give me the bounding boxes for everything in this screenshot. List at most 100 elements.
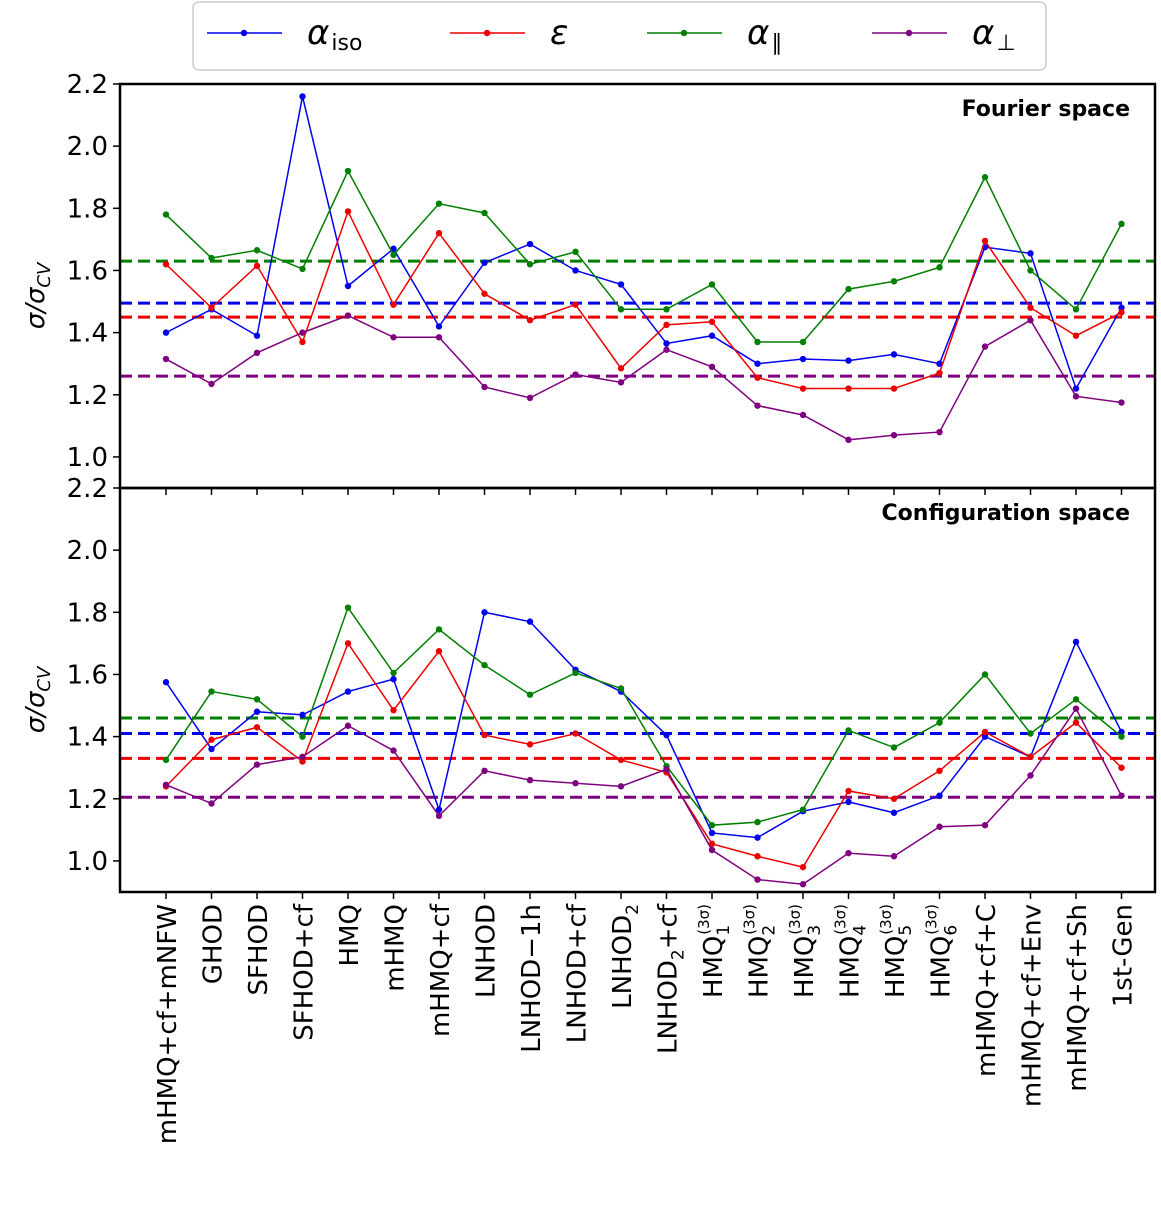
data-point-alpha_par [1118, 733, 1125, 740]
series-line-alpha_par [165, 169, 1123, 343]
data-point-epsilon [936, 369, 943, 377]
data-point-alpha_iso [162, 329, 170, 336]
x-tick-label: LNHOD2+cf [654, 903, 689, 1054]
data-point-alpha_perp [435, 334, 443, 341]
data-point-alpha_par [481, 209, 488, 217]
x-tick-labels: mHMQ+cf+mNFW GHOD SFHOD SFHOD+cf HMQ mHMQ mHMQ… [153, 903, 1139, 1144]
panel-2: 1.0 1.2 1.4 1.6 1.8 2.0 2.2 Configuration space… [21, 474, 1157, 899]
data-point-alpha_par [890, 278, 898, 285]
legend-entry-epsilon: ε [450, 13, 568, 53]
svg-text:LNHOD2: LNHOD2 [608, 904, 643, 1009]
data-point-epsilon [162, 261, 170, 268]
svg-text:mHMQ: mHMQ [381, 904, 411, 992]
data-point-epsilon [936, 767, 943, 774]
data-point-alpha_par [845, 285, 852, 293]
series-line-alpha_perp [165, 707, 1123, 886]
data-point-alpha_perp [481, 767, 488, 774]
data-point-alpha_perp [253, 349, 261, 357]
data-point-alpha_iso [981, 733, 989, 740]
y-tick-label: 1.2 [67, 785, 108, 815]
svg-text:LNHOD+cf: LNHOD+cf [563, 903, 593, 1043]
data-point-epsilon [1027, 753, 1034, 761]
data-point-alpha_perp [845, 849, 852, 857]
data-point-alpha_perp [663, 766, 670, 773]
data-point-alpha_perp [1118, 792, 1125, 799]
data-point-alpha_perp [481, 383, 488, 391]
data-point-epsilon [572, 730, 579, 737]
data-point-alpha_par [162, 211, 170, 218]
legend-label: α⊥ [972, 13, 1016, 56]
legend: αiso ε α∥ α⊥ [192, 1, 1047, 71]
data-point-alpha_par [162, 756, 170, 764]
x-tick-label: LNHOD+cf [563, 903, 593, 1043]
y-tick-label: 1.8 [67, 194, 108, 224]
data-point-alpha_iso [299, 711, 306, 719]
panel-title: Configuration space [882, 501, 1130, 526]
legend-entry-alpha_iso: αiso [207, 13, 362, 56]
data-point-epsilon [754, 853, 761, 860]
data-point-alpha_iso [526, 618, 534, 625]
data-point-alpha_iso [1072, 638, 1080, 646]
data-point-alpha_perp [526, 776, 534, 784]
svg-text:HMQ2(3σ): HMQ2(3σ) [741, 904, 780, 998]
data-point-alpha_par [390, 251, 397, 259]
data-point-alpha_par [253, 247, 261, 254]
data-point-alpha_par [1027, 267, 1034, 274]
x-tick-label: HMQ [335, 904, 365, 966]
data-point-epsilon [708, 840, 716, 848]
data-point-alpha_iso [390, 245, 397, 252]
data-point-alpha_iso [390, 675, 397, 683]
data-point-alpha_par [617, 685, 625, 692]
svg-text:HMQ5(3σ): HMQ5(3σ) [877, 904, 916, 998]
data-point-alpha_iso [162, 679, 170, 686]
data-point-alpha_iso [1027, 250, 1034, 257]
data-point-alpha_iso [344, 282, 352, 290]
data-point-epsilon [617, 756, 625, 764]
svg-text:HMQ1(3σ): HMQ1(3σ) [695, 904, 734, 998]
x-tick-label: 1st-Gen [1109, 904, 1139, 1007]
x-tick-label: mHMQ [381, 904, 411, 992]
data-point-epsilon [981, 728, 989, 736]
svg-text:mHMQ+cf+Env: mHMQ+cf+Env [1018, 904, 1048, 1107]
svg-text:mHMQ+cf+mNFW: mHMQ+cf+mNFW [153, 904, 183, 1144]
data-point-alpha_iso [663, 340, 670, 347]
y-tick-label: 1.6 [67, 660, 108, 690]
data-point-epsilon [845, 385, 852, 392]
data-point-epsilon [481, 731, 488, 739]
x-tick-label: SFHOD+cf [290, 903, 320, 1041]
y-tick-label: 1.0 [67, 847, 108, 877]
data-point-epsilon [435, 229, 443, 237]
data-point-alpha_par [1118, 220, 1125, 228]
data-point-alpha_perp [344, 312, 352, 319]
data-point-epsilon [344, 640, 352, 647]
data-point-alpha_iso [526, 240, 534, 248]
plot-frame [118, 82, 1157, 490]
y-tick-label: 1.0 [67, 443, 108, 473]
data-point-alpha_iso [572, 267, 579, 274]
data-point-epsilon [344, 208, 352, 215]
y-axis-label: σ/σCV [21, 261, 55, 329]
data-point-epsilon [617, 365, 625, 372]
legend-label: ε [550, 13, 568, 53]
data-point-alpha_perp [390, 747, 397, 754]
data-point-epsilon [208, 736, 215, 743]
data-point-epsilon [845, 787, 852, 795]
x-tick-label: HMQ2(3σ) [741, 904, 780, 998]
data-point-alpha_perp [663, 346, 670, 353]
x-tick-label: mHMQ+cf+Env [1018, 904, 1048, 1107]
data-point-alpha_perp [162, 781, 170, 788]
data-point-alpha_iso [754, 360, 761, 367]
x-tick-label: LNHOD−1h [517, 904, 547, 1053]
data-point-alpha_iso [1118, 728, 1125, 736]
data-point-epsilon [526, 316, 534, 324]
svg-text:SFHOD: SFHOD [244, 904, 274, 996]
y-tick-label: 2.0 [67, 536, 108, 566]
data-point-alpha_iso [708, 332, 716, 339]
data-point-alpha_par [754, 818, 761, 826]
series-line-epsilon [165, 641, 1123, 868]
data-point-alpha_iso [435, 806, 443, 813]
svg-text:mHMQ+cf+Sh: mHMQ+cf+Sh [1063, 904, 1093, 1092]
data-point-epsilon [708, 318, 716, 325]
data-point-epsilon [481, 290, 488, 297]
